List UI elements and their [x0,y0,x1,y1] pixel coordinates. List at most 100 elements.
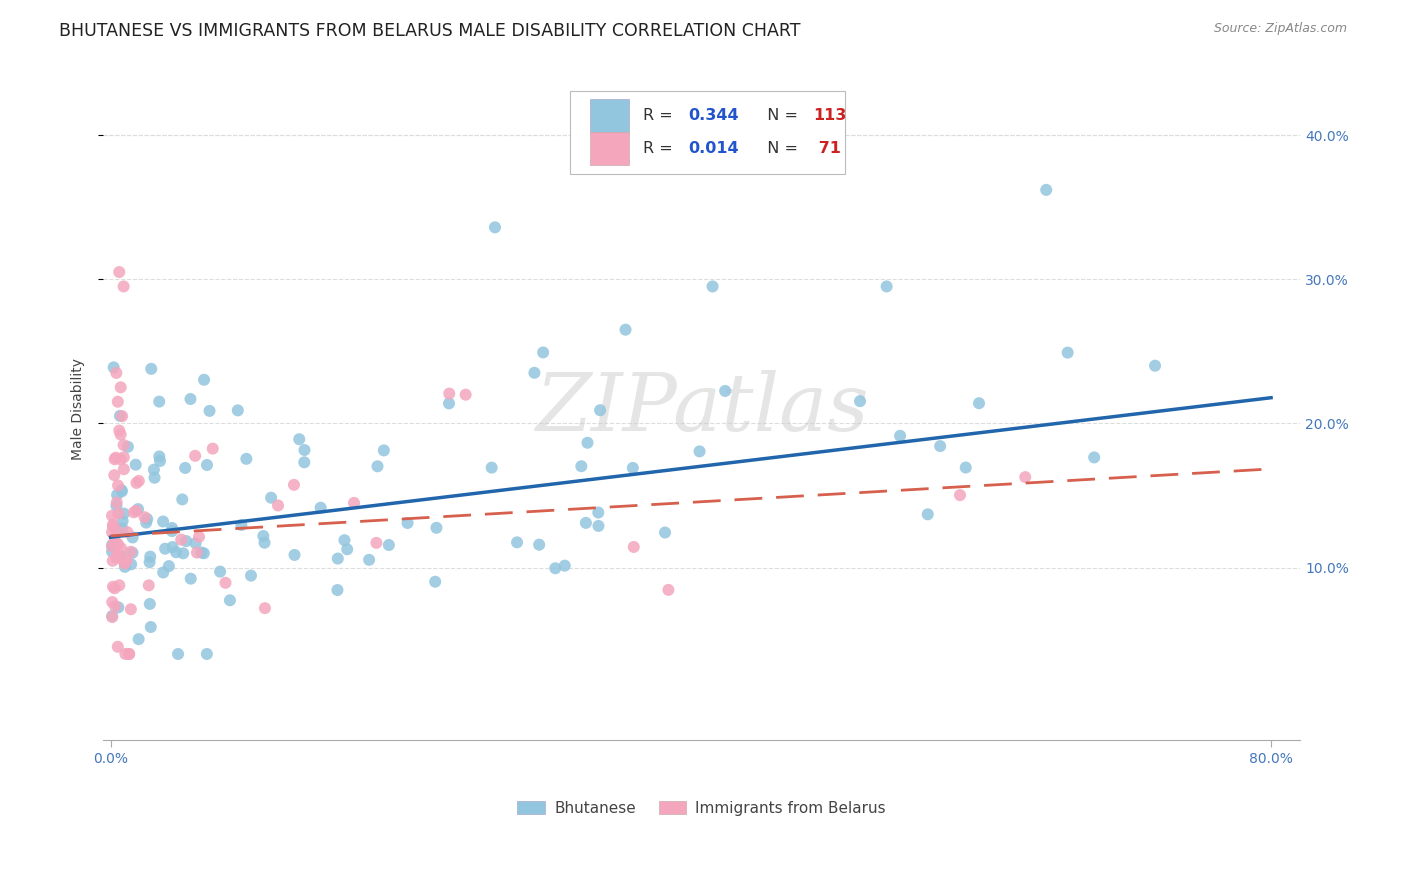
Point [136,512,159,526]
Point [112,507,135,521]
Point [929,439,952,453]
Text: 0.014: 0.014 [689,141,740,156]
Point [110,549,132,564]
Point [373,443,395,458]
Point [160,524,183,538]
Point [378,538,401,552]
Point [120,602,142,616]
Point [107,600,129,615]
Point [105,550,128,565]
Point [152,566,174,580]
Text: N =: N = [756,141,803,156]
Text: 113: 113 [813,108,846,123]
Text: 71: 71 [813,141,841,156]
Point [101,609,124,624]
Point [527,538,550,552]
Point [425,574,447,589]
Point [184,449,207,463]
Point [294,443,316,458]
Point [336,542,359,557]
Point [531,345,554,359]
Point [209,565,232,579]
Point [165,545,187,559]
Point [104,599,127,614]
Point [127,502,149,516]
Point [195,458,218,472]
Point [128,632,150,647]
Point [396,516,419,530]
Point [112,462,135,476]
Point [108,424,131,438]
Point [260,491,283,505]
Point [153,541,176,556]
Point [967,396,990,410]
Point [104,452,127,467]
Point [152,515,174,529]
Point [689,444,711,458]
Point [366,459,388,474]
Point [226,403,249,417]
Text: 0.344: 0.344 [689,108,740,123]
Point [120,558,142,572]
Point [107,548,129,562]
Point [172,546,194,560]
Point [104,450,127,465]
Point [105,524,128,538]
Point [309,500,332,515]
Point [193,373,215,387]
Point [110,483,132,497]
Point [101,595,124,609]
Point [195,647,218,661]
Point [614,323,637,337]
Point [186,546,208,560]
Point [101,538,124,552]
Point [454,387,477,401]
Point [115,553,138,567]
FancyBboxPatch shape [569,91,845,174]
Point [917,508,939,522]
Point [139,597,162,611]
Legend: Bhutanese, Immigrants from Belarus: Bhutanese, Immigrants from Belarus [512,795,893,822]
Point [162,540,184,554]
Point [292,455,315,469]
Point [112,450,135,465]
Point [138,578,160,592]
Text: R =: R = [643,108,678,123]
Point [117,440,139,454]
Point [111,409,134,424]
Point [104,535,127,549]
Point [125,475,148,490]
Point [889,429,911,443]
Point [101,580,124,594]
Point [190,545,212,559]
Point [949,488,972,502]
Point [657,582,679,597]
Point [103,360,125,375]
Point [142,463,165,477]
Point [107,537,129,551]
Point [110,427,132,442]
Point [425,521,447,535]
Point [359,553,381,567]
Point [122,505,145,519]
Point [439,386,461,401]
Y-axis label: Male Disability: Male Disability [72,358,86,460]
Point [235,451,257,466]
Point [104,582,127,596]
Point [253,535,276,549]
Point [198,404,221,418]
Point [143,471,166,485]
Point [333,533,356,548]
Point [107,640,129,654]
Point [108,409,131,423]
Point [134,510,156,524]
Point [108,265,131,279]
Point [118,647,141,661]
Point [1014,470,1036,484]
Point [283,548,305,562]
Point [121,546,143,560]
Point [575,516,598,530]
Point [240,568,263,582]
Point [105,488,128,502]
Point [112,556,135,570]
